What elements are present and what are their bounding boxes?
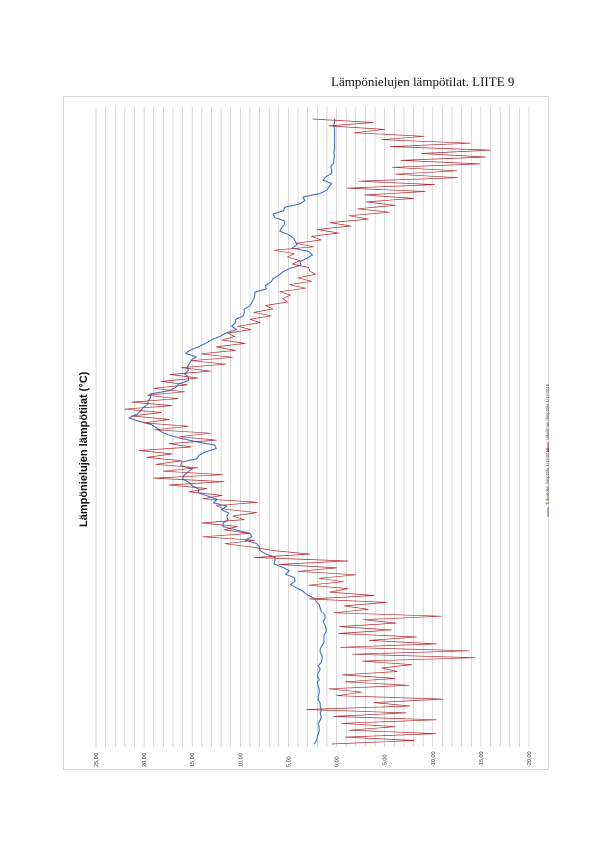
chart-title: Lämpönielujen lämpötilat (°C): [78, 371, 90, 527]
grid-layer: [95, 107, 530, 747]
chart-frame: -20,00 -15,00 -10,00 -5,00 0,00 5,00 10,00 15,0…: [63, 96, 550, 770]
y-tick-label: -20,00: [527, 751, 533, 767]
page-header: Lämpönielujen lämpötilat. LIITE 9: [331, 74, 515, 89]
y-tick-label: 0,00: [335, 756, 341, 767]
y-tick-label: 20,00: [142, 753, 148, 767]
y-tick-label: 10,00: [238, 753, 244, 767]
chart-svg: -20,00 -15,00 -10,00 -5,00 0,00 5,00 10,00 15,0…: [78, 107, 550, 767]
legend-ulko-label: Ulkoilman lämpötila 1/12/2015: [545, 383, 550, 440]
y-tick-label: -10,00: [431, 751, 437, 767]
legend: Tuloveden lämpötila 1/12/2015 Ulkoilman …: [545, 383, 550, 517]
y-tick-label: -5,00: [383, 754, 389, 767]
tick-label-layer: -20,00 -15,00 -10,00 -5,00 0,00 5,00 10,00 15,0…: [94, 751, 533, 767]
legend-tulo-label: Tuloveden lämpötila 1/12/2015: [545, 447, 550, 505]
y-tick-label: -15,00: [479, 751, 485, 767]
series-line-tulo: [128, 119, 336, 745]
series-line-ulko: [124, 118, 491, 745]
series-layer: [124, 118, 491, 745]
y-tick-label: 15,00: [190, 753, 196, 767]
y-tick-label: 25,00: [94, 753, 100, 767]
y-tick-label: 5,00: [286, 756, 292, 767]
